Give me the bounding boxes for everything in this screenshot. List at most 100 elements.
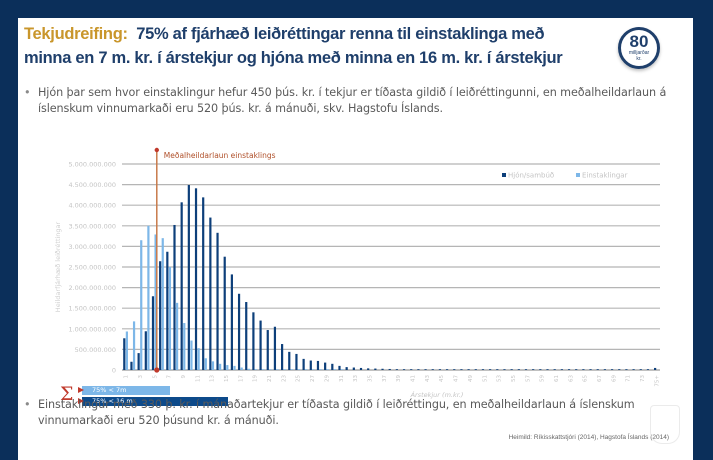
bar-einstaklingar: [190, 340, 193, 370]
bar-hjon-sambud: [510, 369, 513, 370]
bar-einstaklingar: [161, 238, 164, 370]
y-tick-label: 3.500.000.000: [68, 222, 116, 230]
bar-hjon-sambud: [589, 369, 592, 370]
legend-swatch-einstaklingar: [576, 173, 580, 177]
bar-hjon-sambud: [646, 369, 650, 370]
x-tick-label: 25: [296, 375, 302, 382]
bar-hjon-sambud: [467, 369, 470, 370]
bar-hjon-sambud: [496, 369, 499, 370]
bar-hjon-sambud: [352, 367, 355, 370]
bar-hjon-sambud: [654, 367, 657, 370]
x-tick-label: 57: [525, 375, 531, 382]
bar-hjon-sambud: [230, 274, 233, 370]
x-tick-label: 13: [210, 375, 216, 382]
bullet-point: Hjón þar sem hvor einstaklingur hefur 45…: [24, 85, 678, 116]
bar-einstaklingar: [326, 369, 329, 370]
title-main: 75% af fjárhæð leiðréttingar renna til e…: [24, 25, 563, 67]
bar-hjon-sambud: [381, 368, 384, 370]
y-tick-label: 5.000.000.000: [68, 161, 116, 169]
x-tick-label: 73: [640, 375, 646, 382]
bar-hjon-sambud: [453, 369, 456, 370]
badge-unit-2: kr.: [636, 56, 642, 62]
bar-hjon-sambud: [445, 369, 449, 370]
bullet-point: Einstaklingur með 330 þ. kr. í mánaðarte…: [24, 397, 678, 428]
bar-hjon-sambud: [245, 302, 248, 370]
y-tick-label: 3.000.000.000: [68, 243, 116, 251]
bar-einstaklingar: [140, 240, 143, 370]
bar-einstaklingar: [132, 321, 136, 370]
mean-line-bottom-marker: [154, 367, 160, 373]
summary-bar-individuals: 75% < 7m: [78, 386, 170, 395]
bar-einstaklingar: [197, 348, 200, 370]
bar-hjon-sambud: [259, 320, 262, 370]
y-tick-label: 1.000.000.000: [68, 325, 116, 333]
bar-einstaklingar: [340, 369, 344, 370]
x-tick-label: 23: [281, 375, 287, 382]
y-tick-label: 2.500.000.000: [68, 264, 116, 272]
bar-einstaklingar: [219, 363, 222, 370]
x-tick-label: 7: [167, 375, 173, 379]
x-tick-label: 75+: [654, 375, 660, 387]
legend-label-einstaklingar: Einstaklingar: [582, 172, 628, 180]
bar-hjon-sambud: [489, 369, 492, 370]
x-tick-label: 29: [324, 375, 330, 382]
bar-hjon-sambud: [137, 353, 140, 370]
x-tick-label: 11: [195, 375, 201, 382]
x-tick-label: 39: [396, 375, 402, 382]
source-note: Heimild: Ríkisskattstjóri (2014), Hagsto…: [508, 434, 669, 441]
bar-einstaklingar: [276, 369, 279, 370]
summary-bar-label: 75% < 7m: [92, 386, 127, 394]
bar-hjon-sambud: [618, 369, 621, 370]
bar-einstaklingar: [154, 234, 157, 370]
x-tick-label: 49: [468, 375, 474, 382]
bar-hjon-sambud: [237, 293, 241, 370]
bar-hjon-sambud: [560, 369, 563, 370]
bar-hjon-sambud: [202, 197, 205, 370]
x-tick-label: 45: [439, 375, 445, 382]
bar-hjon-sambud: [524, 369, 528, 370]
x-tick-label: 61: [554, 375, 560, 382]
bar-einstaklingar: [312, 369, 315, 370]
bar-einstaklingar: [283, 369, 286, 370]
bar-einstaklingar: [168, 267, 172, 370]
y-tick-label: 4.000.000.000: [68, 202, 116, 210]
bar-einstaklingar: [226, 365, 229, 370]
bar-hjon-sambud: [216, 232, 219, 370]
x-tick-label: 51: [482, 375, 488, 382]
bar-hjon-sambud: [173, 224, 176, 370]
bar-hjon-sambud: [166, 251, 169, 370]
mean-income-annotation: Meðalheildarlaun einstaklings: [164, 151, 276, 160]
x-tick-label: 47: [454, 375, 460, 382]
bar-hjon-sambud: [424, 369, 427, 370]
bar-hjon-sambud: [431, 369, 434, 370]
x-tick-label: 21: [267, 375, 273, 382]
bar-hjon-sambud: [596, 369, 599, 370]
bar-hjon-sambud: [345, 367, 348, 370]
bar-einstaklingar: [247, 368, 250, 370]
bar-hjon-sambud: [338, 365, 341, 370]
bar-hjon-sambud: [575, 369, 578, 370]
x-tick-label: 59: [540, 375, 546, 382]
bar-einstaklingar: [262, 369, 265, 370]
bar-hjon-sambud: [252, 312, 255, 370]
bar-hjon-sambud: [187, 185, 190, 370]
bar-hjon-sambud: [582, 369, 585, 370]
x-tick-label: 19: [253, 375, 259, 382]
bar-hjon-sambud: [610, 369, 614, 370]
bar-einstaklingar: [240, 367, 243, 370]
bar-einstaklingar: [319, 369, 322, 370]
badge-unit-1: milljarðar: [628, 50, 650, 56]
x-tick-label: 3: [138, 375, 144, 379]
arrow-marker-icon: [78, 387, 84, 393]
bar-hjon-sambud: [532, 369, 535, 370]
bar-hjon-sambud: [503, 369, 506, 370]
bar-hjon-sambud: [517, 369, 520, 370]
y-tick-label: 2.000.000.000: [68, 284, 116, 292]
bar-hjon-sambud: [194, 188, 198, 370]
bar-hjon-sambud: [130, 361, 133, 370]
coat-of-arms-watermark: [650, 405, 680, 444]
bar-hjon-sambud: [123, 338, 126, 370]
bar-hjon-sambud: [374, 368, 377, 370]
bar-hjon-sambud: [281, 344, 284, 370]
badge-number: 80: [629, 32, 649, 51]
